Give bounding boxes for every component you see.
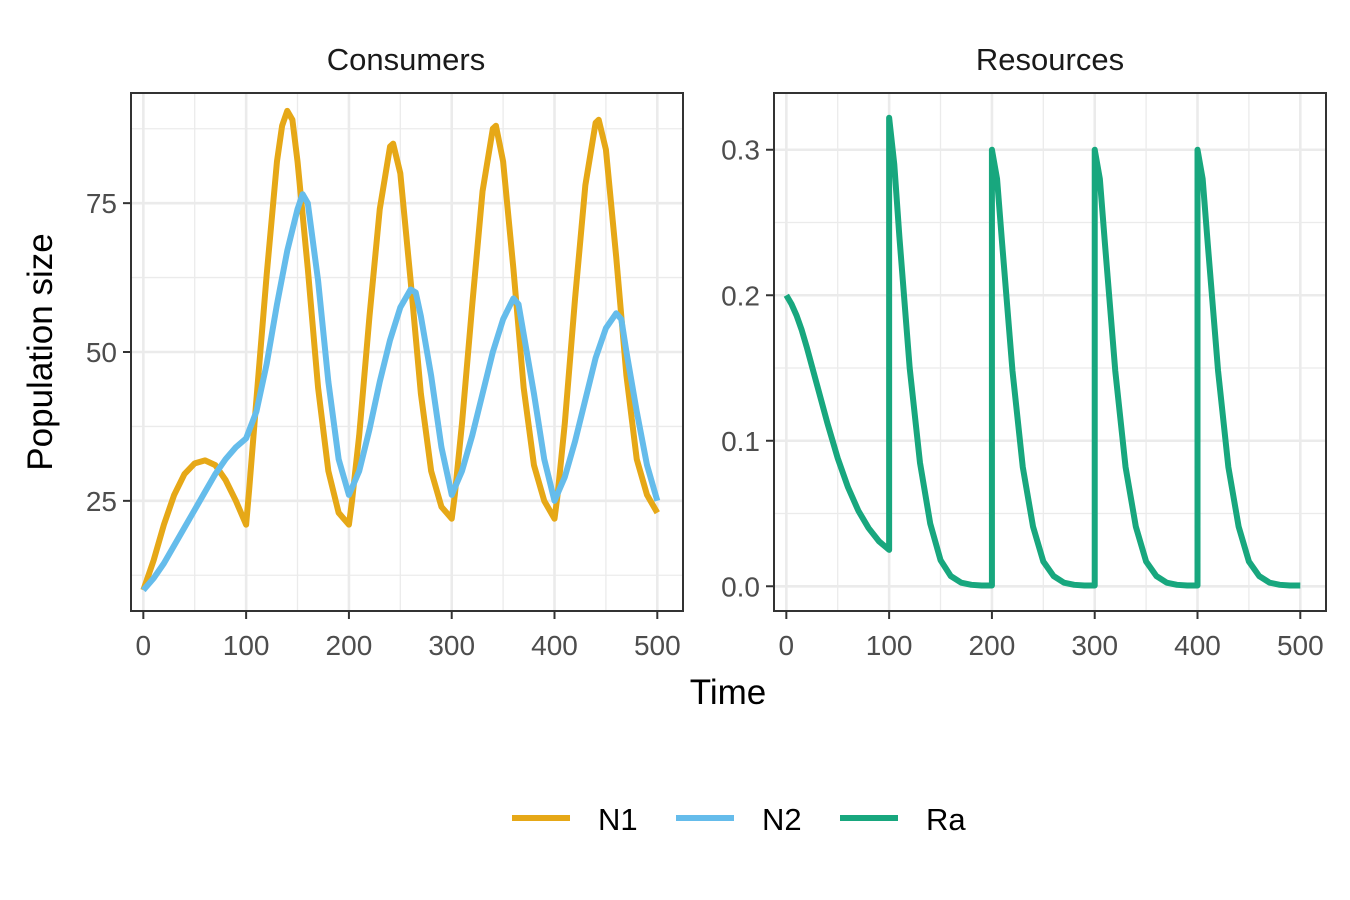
x-tick-label: 0 — [779, 630, 795, 661]
x-tick-label: 500 — [1277, 630, 1324, 661]
legend-label-ra: Ra — [926, 802, 966, 837]
panel-title-resources: Resources — [976, 42, 1124, 77]
legend-label-n2: N2 — [762, 802, 802, 837]
x-tick-label: 200 — [969, 630, 1016, 661]
y-tick-label: 50 — [86, 337, 117, 368]
y-axis-title: Population size — [21, 233, 60, 470]
axes-consumers: 0 100 200 300 400 500 25 50 75 — [86, 188, 681, 661]
x-tick-label: 0 — [136, 630, 152, 661]
x-tick-label: 300 — [428, 630, 475, 661]
y-tick-label: 0.0 — [721, 571, 760, 602]
series-line-ra — [783, 114, 1301, 589]
panel-resources: Resources 0 100 200 300 400 500 0.0 0.1 0.2 0.3 — [721, 42, 1327, 661]
x-tick-label: 400 — [531, 630, 578, 661]
axes-resources: 0 100 200 300 400 500 0.0 0.1 0.2 0.3 — [721, 135, 1324, 661]
x-tick-label: 200 — [326, 630, 373, 661]
series-consumers — [140, 107, 661, 593]
x-tick-label: 300 — [1071, 630, 1118, 661]
series-resources — [783, 114, 1301, 589]
panel-border-resources — [773, 92, 1327, 612]
legend-label-n1: N1 — [598, 802, 638, 837]
x-tick-label: 100 — [223, 630, 270, 661]
x-tick-label: 500 — [634, 630, 681, 661]
panel-title-consumers: Consumers — [327, 42, 486, 77]
y-tick-label: 75 — [86, 188, 117, 219]
series-line-n2 — [141, 191, 661, 593]
panel-consumers: Consumers 0 100 200 300 400 500 25 50 75 — [86, 42, 684, 661]
x-tick-label: 400 — [1174, 630, 1221, 661]
y-tick-label: 0.2 — [721, 280, 760, 311]
y-tick-label: 25 — [86, 486, 117, 517]
y-tick-label: 0.1 — [721, 426, 760, 457]
legend: N1 N2 Ra — [512, 802, 966, 837]
x-tick-label: 100 — [866, 630, 913, 661]
x-axis-title: Time — [690, 673, 766, 712]
y-tick-label: 0.3 — [721, 135, 760, 166]
series-line-n1 — [140, 107, 660, 592]
